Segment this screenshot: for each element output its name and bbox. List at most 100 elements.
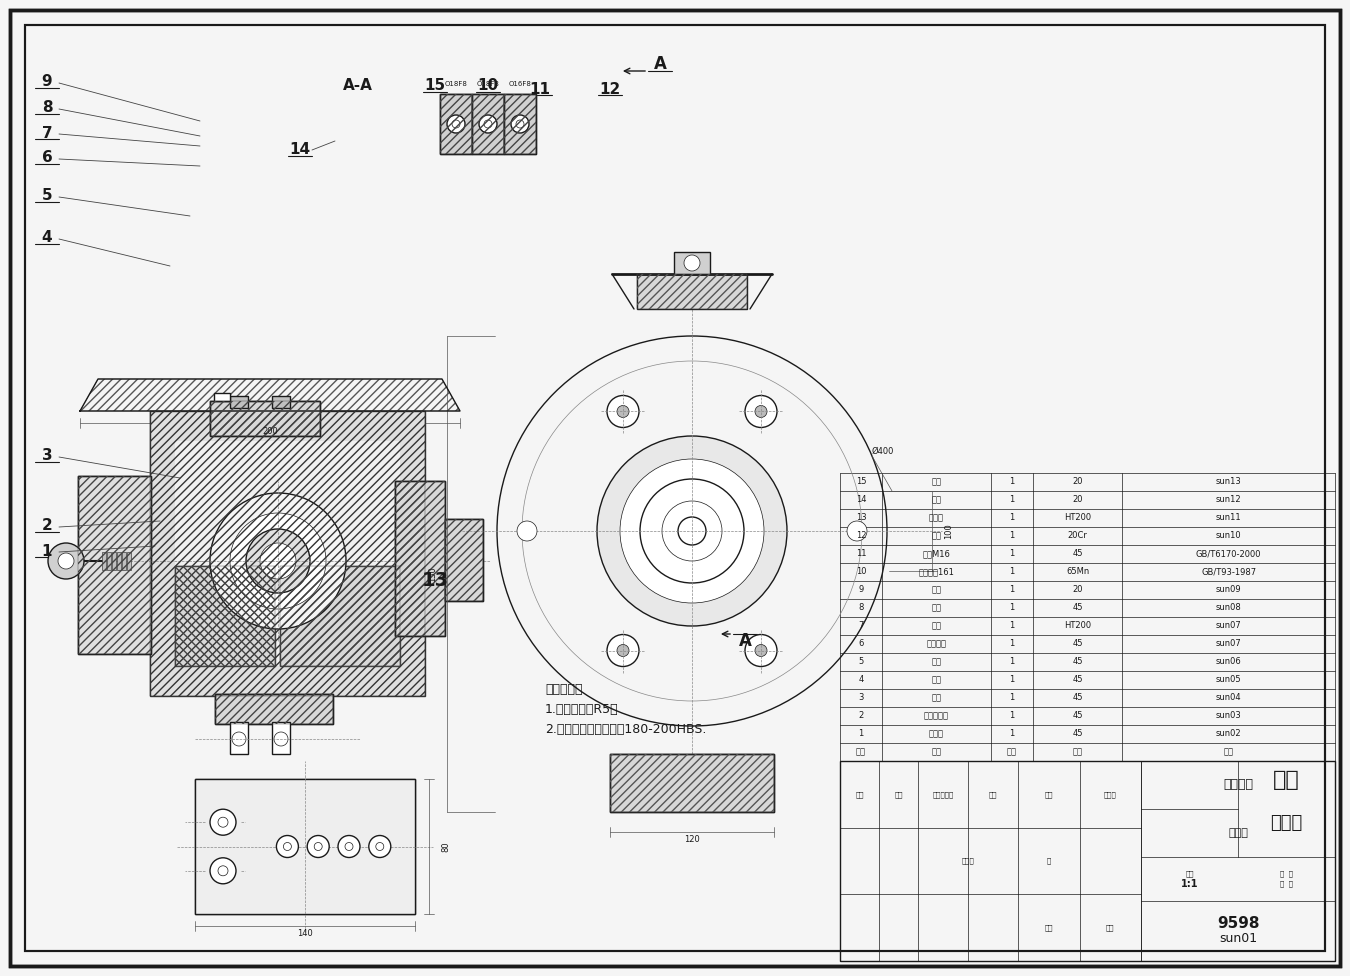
Bar — [150, 411, 425, 696]
Text: 名称: 名称 — [931, 748, 941, 756]
Bar — [103, 552, 107, 570]
Text: sun10: sun10 — [1216, 532, 1242, 541]
Text: 1: 1 — [1010, 477, 1015, 486]
Bar — [440, 94, 472, 154]
Text: 15: 15 — [424, 78, 446, 94]
Text: 14: 14 — [289, 142, 310, 157]
Bar — [504, 94, 536, 154]
Text: 开口帪圈161: 开口帪圈161 — [918, 567, 954, 577]
Bar — [396, 481, 446, 636]
Text: 技术要求：: 技术要求： — [545, 683, 582, 696]
Text: 处数: 处数 — [895, 791, 903, 797]
Circle shape — [246, 529, 310, 593]
Bar — [610, 754, 774, 812]
Text: 1: 1 — [1010, 586, 1015, 594]
Circle shape — [617, 644, 629, 657]
Text: 批准: 批准 — [1106, 924, 1115, 931]
Text: 共  张: 共 张 — [1280, 871, 1293, 877]
Text: 7: 7 — [42, 126, 53, 141]
Text: sun08: sun08 — [1216, 603, 1242, 613]
Circle shape — [640, 479, 744, 583]
Bar — [127, 552, 131, 570]
Bar — [396, 481, 446, 636]
Text: 钒套: 钒套 — [931, 496, 941, 505]
Text: 20: 20 — [1072, 496, 1083, 505]
Text: 12: 12 — [856, 532, 867, 541]
Text: 8: 8 — [859, 603, 864, 613]
Circle shape — [745, 395, 778, 427]
Text: 65Mn: 65Mn — [1066, 567, 1089, 577]
Text: 定位轴销: 定位轴销 — [926, 639, 946, 648]
Text: 9: 9 — [859, 586, 864, 594]
Text: GB/T93-1987: GB/T93-1987 — [1202, 567, 1256, 577]
Text: 工件: 工件 — [931, 622, 941, 630]
Text: 备注: 备注 — [1223, 748, 1234, 756]
Text: 1: 1 — [1010, 712, 1015, 720]
Text: 1:1: 1:1 — [1181, 879, 1199, 889]
Text: 15: 15 — [856, 477, 867, 486]
Text: 45: 45 — [1072, 639, 1083, 648]
Text: O16F8: O16F8 — [509, 81, 532, 87]
Polygon shape — [80, 379, 460, 411]
Text: 8: 8 — [42, 101, 53, 115]
Circle shape — [678, 517, 706, 545]
Text: 12: 12 — [599, 82, 621, 97]
Text: 200: 200 — [262, 427, 278, 435]
Text: sun07: sun07 — [1216, 639, 1242, 648]
Text: HT200: HT200 — [1064, 622, 1091, 630]
Text: 更改文件号: 更改文件号 — [933, 791, 954, 797]
Text: 45: 45 — [1072, 549, 1083, 558]
Text: O18F8: O18F8 — [477, 81, 500, 87]
Bar — [211, 401, 320, 436]
Text: 1: 1 — [1010, 603, 1015, 613]
Text: 45: 45 — [1072, 603, 1083, 613]
Text: 手纽: 手纽 — [931, 694, 941, 703]
Text: sun11: sun11 — [1216, 513, 1242, 522]
Text: 标记: 标记 — [856, 791, 864, 797]
Circle shape — [597, 436, 787, 626]
Text: 1: 1 — [1010, 694, 1015, 703]
Bar — [271, 396, 290, 408]
Bar — [396, 481, 446, 636]
Text: sun09: sun09 — [1216, 586, 1242, 594]
Circle shape — [745, 634, 778, 667]
Bar — [122, 552, 126, 570]
Text: 标准化: 标准化 — [1104, 791, 1116, 797]
Text: sun03: sun03 — [1216, 712, 1242, 720]
Text: 江南: 江南 — [1273, 770, 1300, 791]
Text: 20: 20 — [1072, 586, 1083, 594]
Circle shape — [49, 543, 84, 579]
Circle shape — [58, 553, 74, 569]
Bar — [78, 476, 151, 654]
Text: 1: 1 — [1010, 496, 1015, 505]
Text: 夹具体: 夹具体 — [929, 513, 944, 522]
Text: 20: 20 — [1072, 477, 1083, 486]
Text: 6: 6 — [42, 150, 53, 166]
Text: 序号: 序号 — [856, 748, 867, 756]
Circle shape — [211, 858, 236, 884]
Text: HT200: HT200 — [1064, 513, 1091, 522]
Text: sun04: sun04 — [1216, 694, 1242, 703]
Bar — [472, 94, 504, 154]
Text: sun01: sun01 — [1219, 932, 1257, 946]
Circle shape — [274, 732, 288, 746]
Text: 机械学: 机械学 — [1270, 814, 1303, 833]
Text: O18F8: O18F8 — [444, 81, 467, 87]
Text: A-A: A-A — [343, 78, 373, 94]
Text: 45: 45 — [1072, 712, 1083, 720]
Bar — [446, 519, 483, 601]
Text: 100: 100 — [944, 523, 953, 539]
Text: 4: 4 — [859, 675, 864, 684]
Text: 1: 1 — [1010, 513, 1015, 522]
Circle shape — [447, 115, 464, 133]
Text: 数量: 数量 — [1007, 748, 1017, 756]
Text: 9: 9 — [42, 74, 53, 90]
Text: 45: 45 — [1072, 658, 1083, 667]
Text: 审: 审 — [1046, 858, 1050, 865]
Text: 签字: 签字 — [988, 791, 998, 797]
Text: 10: 10 — [856, 567, 867, 577]
Text: 14: 14 — [856, 496, 867, 505]
Text: sun06: sun06 — [1216, 658, 1242, 667]
Text: 挡销: 挡销 — [931, 532, 941, 541]
Text: 140: 140 — [297, 929, 313, 939]
